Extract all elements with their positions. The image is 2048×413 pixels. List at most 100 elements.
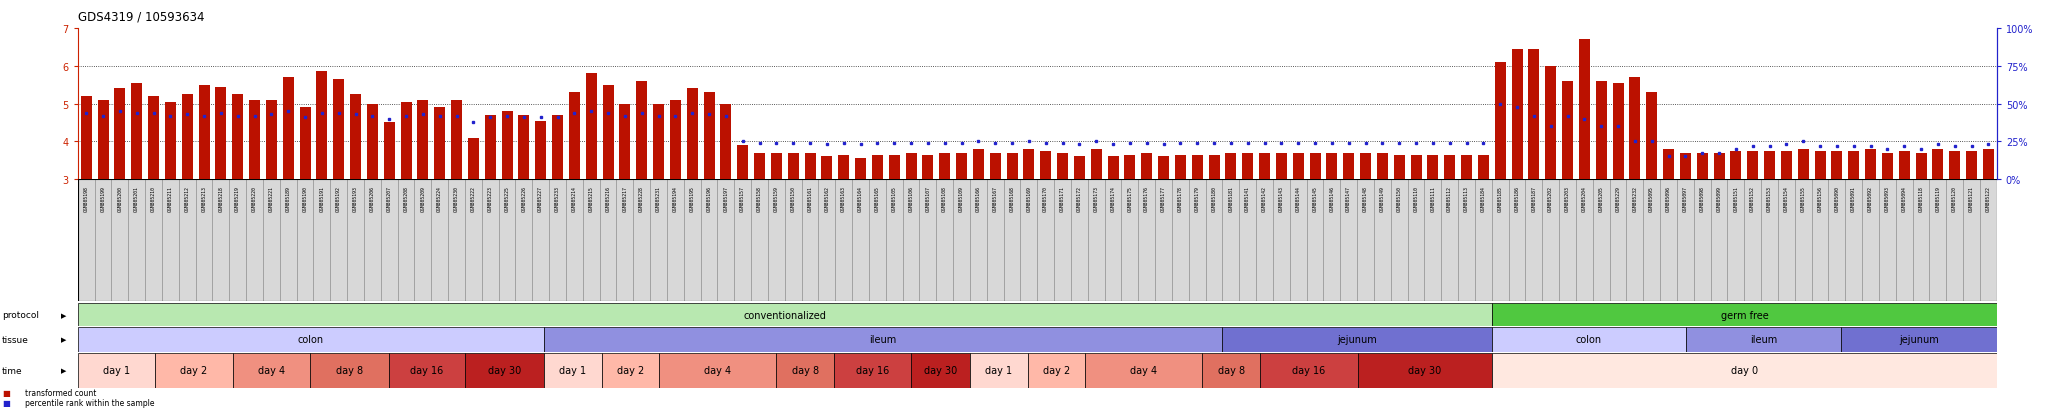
- Text: ■: ■: [2, 398, 10, 407]
- Bar: [1202, 353, 1260, 388]
- Text: colon: colon: [297, 335, 324, 344]
- Bar: [637, 82, 647, 180]
- Bar: [299, 108, 311, 180]
- Bar: [1845, 180, 1862, 301]
- Bar: [553, 116, 563, 180]
- Bar: [1946, 180, 1964, 301]
- Text: GSM805195: GSM805195: [690, 186, 694, 211]
- Bar: [115, 89, 125, 180]
- Text: conventionalized: conventionalized: [743, 310, 827, 320]
- Bar: [1526, 180, 1542, 301]
- Bar: [535, 121, 547, 180]
- Bar: [1376, 153, 1389, 180]
- Bar: [752, 180, 768, 301]
- Bar: [856, 159, 866, 180]
- Bar: [1896, 180, 1913, 301]
- Bar: [836, 180, 852, 301]
- Text: GSM805199: GSM805199: [100, 186, 106, 211]
- Text: GSM805108: GSM805108: [942, 186, 948, 211]
- Text: GSM805193: GSM805193: [352, 186, 358, 211]
- Text: GSM805164: GSM805164: [858, 186, 862, 211]
- Text: day 16: day 16: [856, 366, 889, 375]
- Bar: [451, 100, 463, 180]
- Text: GSM805148: GSM805148: [1364, 186, 1368, 211]
- Bar: [1192, 155, 1202, 180]
- Text: GSM805209: GSM805209: [420, 186, 426, 211]
- Text: GSM805098: GSM805098: [1700, 186, 1704, 211]
- Text: GSM805112: GSM805112: [1448, 186, 1452, 211]
- Bar: [1686, 327, 1841, 352]
- Bar: [1714, 153, 1724, 180]
- Bar: [1458, 180, 1475, 301]
- Bar: [313, 180, 330, 301]
- Text: time: time: [2, 366, 23, 375]
- Bar: [1309, 153, 1321, 180]
- Bar: [1360, 153, 1370, 180]
- Bar: [852, 180, 868, 301]
- Bar: [317, 72, 328, 180]
- Bar: [1260, 153, 1270, 180]
- Bar: [334, 80, 344, 180]
- Bar: [834, 353, 911, 388]
- Bar: [735, 180, 752, 301]
- Text: GSM805119: GSM805119: [1935, 186, 1939, 211]
- Text: GSM805105: GSM805105: [891, 186, 897, 211]
- Text: GSM805154: GSM805154: [1784, 186, 1788, 211]
- Text: GSM805162: GSM805162: [825, 186, 829, 211]
- Bar: [1630, 78, 1640, 180]
- Text: GSM805198: GSM805198: [84, 186, 88, 211]
- Text: GSM805179: GSM805179: [1194, 186, 1200, 211]
- Bar: [721, 104, 731, 180]
- Text: GSM805166: GSM805166: [977, 186, 981, 211]
- Bar: [1829, 180, 1845, 301]
- Bar: [600, 180, 616, 301]
- Bar: [1290, 180, 1307, 301]
- Text: GSM805181: GSM805181: [1229, 186, 1233, 211]
- Bar: [1108, 157, 1118, 180]
- Text: GSM805092: GSM805092: [1868, 186, 1874, 211]
- Text: GSM805177: GSM805177: [1161, 186, 1165, 211]
- Text: GSM805190: GSM805190: [303, 186, 307, 211]
- Text: GSM805109: GSM805109: [958, 186, 965, 211]
- Text: GSM805219: GSM805219: [236, 186, 240, 211]
- Text: GSM805174: GSM805174: [1110, 186, 1116, 211]
- Bar: [584, 180, 600, 301]
- Bar: [199, 85, 209, 180]
- Bar: [633, 180, 649, 301]
- Bar: [1847, 152, 1860, 180]
- Bar: [98, 100, 109, 180]
- Bar: [971, 353, 1028, 388]
- Bar: [1122, 180, 1139, 301]
- Bar: [467, 138, 479, 180]
- Text: GSM805214: GSM805214: [571, 186, 578, 211]
- Text: GSM805212: GSM805212: [184, 186, 190, 211]
- Text: day 8: day 8: [336, 366, 362, 375]
- Bar: [618, 104, 631, 180]
- Bar: [684, 180, 700, 301]
- Text: GSM805158: GSM805158: [758, 186, 762, 211]
- Bar: [231, 95, 244, 180]
- Bar: [1913, 180, 1929, 301]
- Bar: [776, 353, 834, 388]
- Bar: [1073, 157, 1085, 180]
- Bar: [367, 104, 379, 180]
- Bar: [1731, 152, 1741, 180]
- Bar: [1221, 327, 1493, 352]
- Bar: [1157, 157, 1169, 180]
- Text: GSM805171: GSM805171: [1061, 186, 1065, 211]
- Bar: [903, 180, 920, 301]
- Text: GSM805141: GSM805141: [1245, 186, 1249, 211]
- Bar: [686, 89, 698, 180]
- Bar: [1391, 180, 1407, 301]
- Bar: [246, 180, 262, 301]
- Bar: [973, 150, 983, 180]
- Bar: [1915, 153, 1927, 180]
- Bar: [532, 180, 549, 301]
- Text: day 2: day 2: [180, 366, 207, 375]
- Text: GSM805221: GSM805221: [268, 186, 274, 211]
- Bar: [1812, 180, 1829, 301]
- Bar: [481, 180, 498, 301]
- Text: day 30: day 30: [487, 366, 522, 375]
- Text: GSM805197: GSM805197: [723, 186, 729, 211]
- Text: GSM805150: GSM805150: [791, 186, 797, 211]
